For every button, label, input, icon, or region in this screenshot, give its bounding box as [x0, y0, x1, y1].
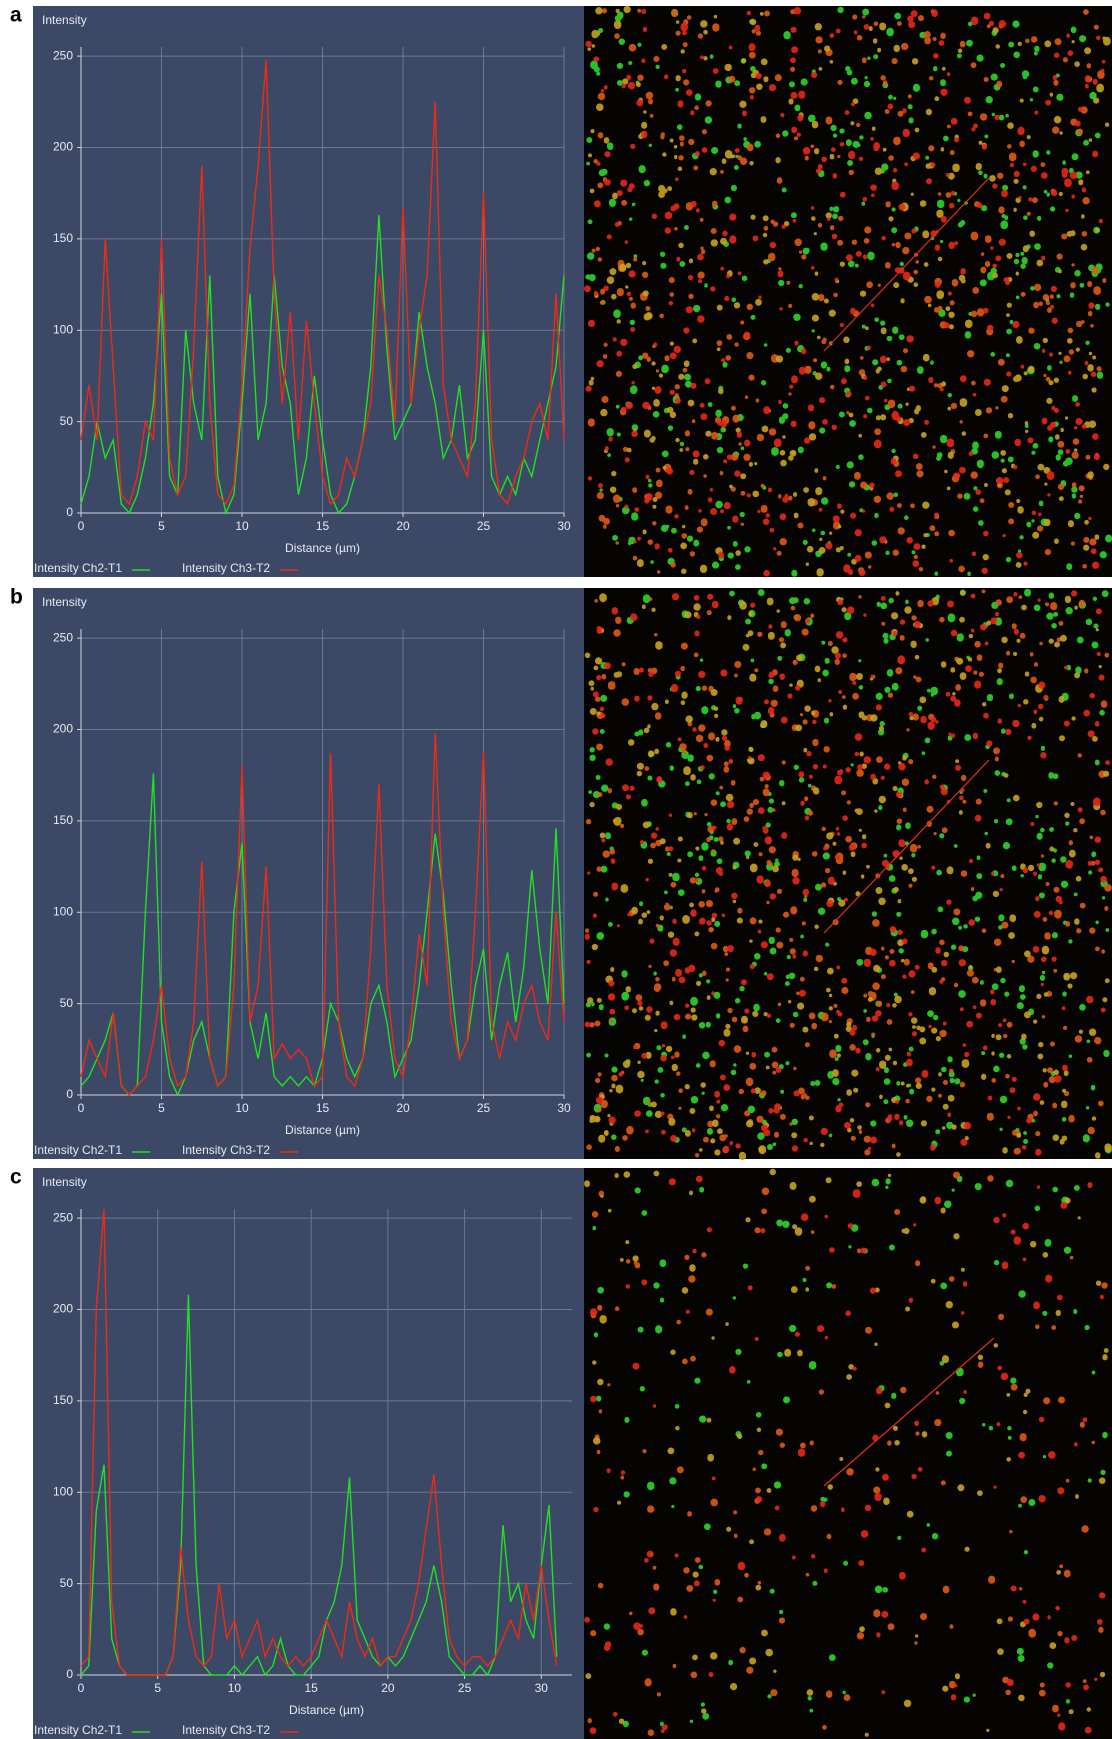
- x-tick-label: 10: [228, 1681, 242, 1695]
- x-tick-label: 0: [78, 519, 85, 533]
- y-tick-label: 200: [53, 722, 73, 736]
- panel-letter: b: [10, 586, 23, 609]
- y-tick-label: 50: [60, 414, 74, 428]
- profile-line: [823, 759, 990, 934]
- x-tick-label: 5: [154, 1681, 161, 1695]
- x-tick-label: 15: [316, 519, 330, 533]
- y-tick-label: 250: [53, 630, 73, 644]
- panel-background: [33, 588, 584, 1159]
- y-tick-label: 100: [53, 1484, 73, 1498]
- x-tick-label: 20: [396, 519, 410, 533]
- y-tick-label: 150: [53, 1393, 73, 1407]
- micrograph-cells: [584, 590, 1110, 1156]
- x-axis-title: Distance (µm): [285, 541, 360, 555]
- x-tick-label: 25: [458, 1681, 472, 1695]
- series-line: [80, 1208, 558, 1676]
- y-axis-title: Intensity: [42, 595, 87, 609]
- x-tick-label: 25: [477, 1101, 491, 1115]
- y-tick-label: 200: [53, 1302, 73, 1316]
- x-tick-label: 25: [477, 519, 491, 533]
- y-axis-title: Intensity: [42, 13, 87, 27]
- x-tick-label: 15: [304, 1681, 318, 1695]
- y-tick-label: 0: [66, 1667, 73, 1681]
- series-line: [80, 733, 565, 1097]
- panel-letter: c: [10, 1166, 22, 1189]
- y-tick-label: 200: [53, 140, 73, 154]
- x-tick-label: 5: [158, 1101, 165, 1115]
- y-tick-label: 0: [66, 1087, 73, 1101]
- series-line: [80, 59, 565, 506]
- x-tick-label: 5: [158, 519, 165, 533]
- x-tick-label: 30: [557, 519, 571, 533]
- x-tick-label: 0: [78, 1101, 85, 1115]
- y-axis-title: Intensity: [42, 1175, 87, 1189]
- profile-line: [823, 1337, 995, 1487]
- y-tick-label: 150: [53, 813, 73, 827]
- panel-separator: [0, 1165, 1112, 1167]
- x-tick-label: 10: [235, 1101, 249, 1115]
- y-tick-label: 0: [66, 505, 73, 519]
- x-tick-label: 15: [316, 1101, 330, 1115]
- x-axis-title: Distance (µm): [289, 1703, 364, 1717]
- panel-background: [33, 1168, 584, 1739]
- x-tick-label: 20: [381, 1681, 395, 1695]
- series-line: [80, 215, 565, 516]
- micrograph: [584, 6, 1112, 577]
- x-tick-label: 20: [396, 1101, 410, 1115]
- y-tick-label: 250: [53, 48, 73, 62]
- legend-label: Intensity Ch3-T2: [182, 1723, 270, 1737]
- x-tick-label: 30: [535, 1681, 549, 1695]
- x-axis-title: Distance (µm): [285, 1123, 360, 1137]
- x-tick-label: 10: [235, 519, 249, 533]
- micrograph: [584, 588, 1112, 1159]
- panel-separator: [0, 585, 1112, 587]
- profile-line: [823, 177, 990, 352]
- legend-label: Intensity Ch2-T1: [34, 1143, 122, 1157]
- micrograph-cells: [584, 589, 1112, 1161]
- y-tick-label: 250: [53, 1210, 73, 1224]
- legend-label: Intensity Ch3-T2: [182, 561, 270, 575]
- y-tick-label: 100: [53, 322, 73, 336]
- y-tick-label: 50: [60, 996, 74, 1010]
- y-tick-label: 100: [53, 904, 73, 918]
- legend-label: Intensity Ch2-T1: [34, 561, 122, 575]
- legend-label: Intensity Ch3-T2: [182, 1143, 270, 1157]
- panel-letter: a: [10, 4, 22, 27]
- x-tick-label: 30: [557, 1101, 571, 1115]
- panel-background: [33, 6, 584, 577]
- micrograph: [584, 1168, 1112, 1739]
- y-tick-label: 150: [53, 231, 73, 245]
- x-tick-label: 0: [78, 1681, 85, 1695]
- legend-label: Intensity Ch2-T1: [34, 1723, 122, 1737]
- y-tick-label: 50: [60, 1576, 74, 1590]
